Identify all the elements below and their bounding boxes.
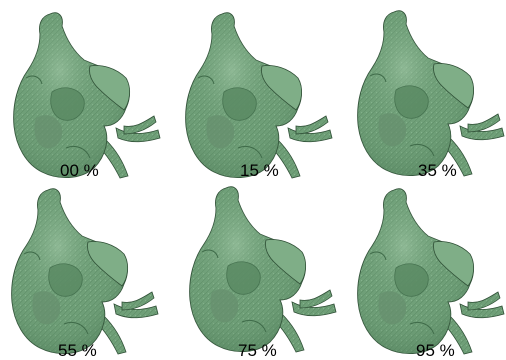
panel-label-4: 55 %	[58, 341, 97, 360]
panel-label-1: 00 %	[60, 161, 99, 180]
panel-label-2: 15 %	[240, 161, 279, 180]
mesh-panel-1	[14, 13, 160, 178]
panel-label-3: 35 %	[418, 161, 457, 180]
mesh-panel-3	[358, 11, 504, 176]
panel-label-6: 95 %	[416, 341, 455, 360]
mesh-panel-4	[12, 189, 158, 354]
panel-label-5: 75 %	[238, 341, 277, 360]
mesh-panel-2	[186, 13, 332, 178]
mesh-panel-5	[190, 187, 336, 352]
mesh-panel-6	[358, 189, 504, 354]
